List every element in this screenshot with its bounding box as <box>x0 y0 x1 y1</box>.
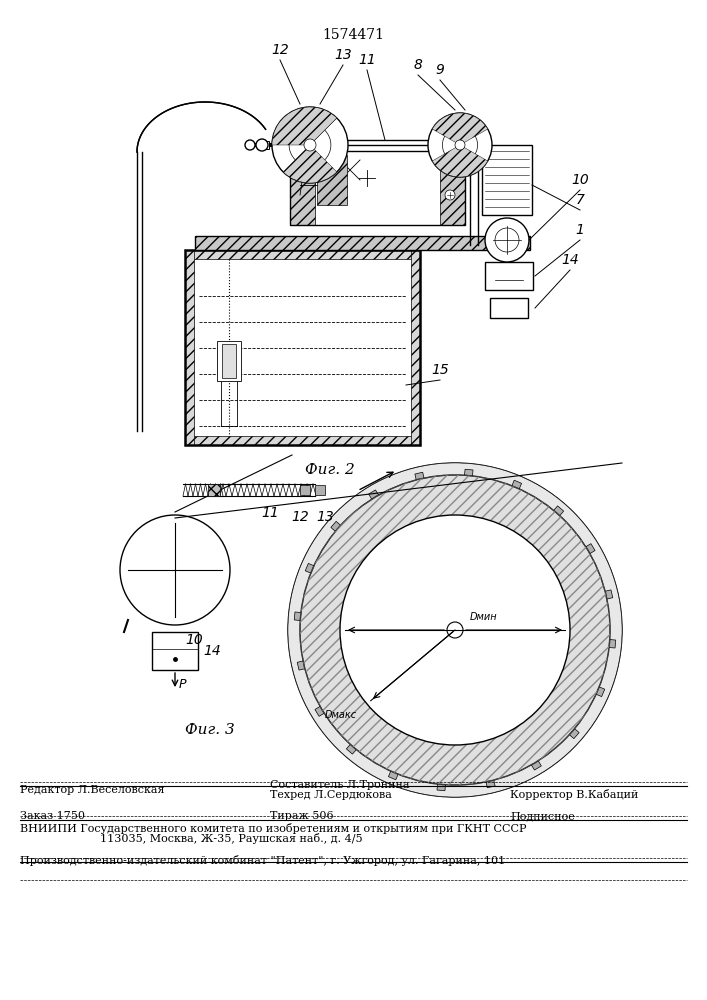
Bar <box>603 590 613 599</box>
Bar <box>368 490 380 501</box>
Text: 1574471: 1574471 <box>322 28 384 42</box>
Text: Подписное: Подписное <box>510 811 575 821</box>
Text: Заказ 1750: Заказ 1750 <box>20 811 85 821</box>
Text: 1: 1 <box>575 223 585 237</box>
Text: 14: 14 <box>203 644 221 658</box>
Bar <box>217 341 241 381</box>
Text: 12: 12 <box>291 510 309 524</box>
Bar <box>297 661 307 670</box>
Circle shape <box>445 190 455 200</box>
Text: Фиг. 3: Фиг. 3 <box>185 723 235 737</box>
Text: 7: 7 <box>575 193 585 207</box>
Circle shape <box>245 140 255 150</box>
Circle shape <box>304 139 316 151</box>
Text: Фиг. 2: Фиг. 2 <box>305 463 355 477</box>
Circle shape <box>340 515 570 745</box>
Bar <box>222 344 236 378</box>
Bar <box>290 140 315 225</box>
Circle shape <box>272 107 348 183</box>
Text: Тираж 506: Тираж 506 <box>270 811 334 821</box>
Bar <box>331 521 342 533</box>
Circle shape <box>289 124 331 166</box>
Text: 13: 13 <box>316 510 334 524</box>
Bar <box>315 485 325 495</box>
Bar <box>315 705 326 716</box>
Bar <box>490 298 528 318</box>
Wedge shape <box>288 463 622 797</box>
Text: 11: 11 <box>261 506 279 520</box>
Text: 11: 11 <box>358 53 376 67</box>
Text: 8: 8 <box>414 58 423 72</box>
Circle shape <box>445 165 455 175</box>
Text: 13: 13 <box>334 48 352 62</box>
Text: Корректор В.Кабаций: Корректор В.Кабаций <box>510 790 638 800</box>
Bar <box>411 250 420 445</box>
Text: 10: 10 <box>571 173 589 187</box>
Bar <box>290 140 465 225</box>
Wedge shape <box>283 145 337 183</box>
Bar <box>552 506 563 517</box>
Bar <box>185 436 420 445</box>
Circle shape <box>443 127 478 163</box>
Text: 9: 9 <box>436 63 445 77</box>
Bar <box>317 155 347 205</box>
Bar <box>294 612 303 621</box>
Text: Составитель Л.Тронина: Составитель Л.Тронина <box>270 780 409 790</box>
Bar <box>195 236 530 250</box>
Text: Dмин: Dмин <box>470 612 498 622</box>
Circle shape <box>120 515 230 625</box>
Circle shape <box>455 140 465 150</box>
Circle shape <box>300 475 610 785</box>
Circle shape <box>256 139 268 151</box>
Text: 12: 12 <box>271 43 289 57</box>
Text: 15: 15 <box>431 363 449 377</box>
Text: 14: 14 <box>561 253 579 267</box>
Bar <box>185 250 420 445</box>
Wedge shape <box>432 113 488 145</box>
Bar <box>257 141 269 149</box>
Text: Техред Л.Сердюкова: Техред Л.Сердюкова <box>270 790 392 800</box>
Bar <box>346 743 358 754</box>
Bar <box>511 480 522 491</box>
Circle shape <box>495 228 519 252</box>
Bar <box>584 544 595 555</box>
Bar <box>415 472 424 482</box>
Bar <box>208 484 220 496</box>
Text: Редактор Л.Веселовская: Редактор Л.Веселовская <box>20 785 165 795</box>
Wedge shape <box>432 145 488 177</box>
Bar <box>185 250 420 259</box>
Wedge shape <box>272 107 337 145</box>
Bar <box>568 727 579 739</box>
Text: Производственно-издательский комбинат "Патент", г. Ужгород, ул. Гагарина, 101: Производственно-издательский комбинат "П… <box>20 854 506 865</box>
Text: ВНИИПИ Государственного комитета по изобретениям и открытиям при ГКНТ СССР: ВНИИПИ Государственного комитета по изоб… <box>20 822 527 834</box>
Bar <box>464 469 473 478</box>
Text: 113035, Москва, Ж-35, Раушская наб., д. 4/5: 113035, Москва, Ж-35, Раушская наб., д. … <box>100 832 363 844</box>
Bar <box>152 632 198 670</box>
Text: P: P <box>179 678 187 692</box>
Bar <box>437 782 445 791</box>
Bar <box>530 759 542 770</box>
Circle shape <box>485 218 529 262</box>
Bar <box>305 563 316 574</box>
Circle shape <box>288 463 622 797</box>
Circle shape <box>428 113 492 177</box>
Text: 10: 10 <box>185 633 203 647</box>
Bar <box>388 769 399 780</box>
Bar <box>440 140 465 225</box>
Text: Dмакс: Dмакс <box>325 710 357 720</box>
Bar <box>607 639 616 648</box>
Circle shape <box>447 622 463 638</box>
Bar <box>485 262 533 290</box>
Bar <box>300 485 310 495</box>
Bar <box>185 250 194 445</box>
Bar <box>486 778 495 788</box>
Bar <box>595 686 604 697</box>
Bar <box>482 145 532 215</box>
